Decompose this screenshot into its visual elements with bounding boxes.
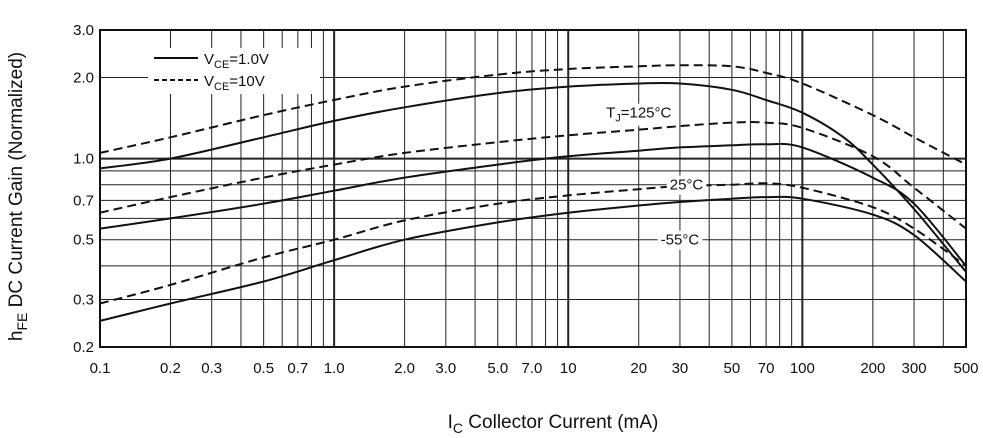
y-tick-label: 2.0: [73, 69, 94, 86]
x-tick-labels: 0.1 0.2 0.3 0.5 0.7 1.0 2.0 3.0 5.0 7.0 10 20 30 50 70…: [90, 360, 979, 377]
x-tick-label: 2.0: [394, 360, 415, 377]
series-line-minus55C-dashed: [99, 182, 967, 305]
x-tick-label: 0.2: [160, 360, 181, 377]
x-tick-label: 5.0: [487, 360, 508, 377]
series-line-25C-dashed: [99, 121, 967, 230]
y-axis-title: hFE DC Current Gain (Normalized): [6, 52, 30, 341]
x-tick-label: 10: [560, 360, 577, 377]
curve-label: TJ=125°C: [603, 103, 675, 126]
curve-labels: TJ=125°C 25°C -55°C: [603, 103, 707, 250]
legend-label: VCE=1.0V: [204, 51, 269, 71]
axis-titles: IC Collector Current (mA) hFE DC Current …: [6, 52, 658, 436]
series-line-125C-dashed: [99, 64, 967, 166]
curve-label-text: TJ=125°C: [606, 105, 671, 125]
y-tick-label: 0.2: [73, 339, 94, 356]
x-tick-label: 100: [790, 360, 815, 377]
plot-frame: [99, 29, 967, 348]
x-tick-label: 200: [860, 360, 885, 377]
x-tick-label: 1.0: [324, 360, 345, 377]
x-tick-label: 50: [724, 360, 741, 377]
x-tick-label: 0.3: [201, 360, 222, 377]
series-line-minus55C-solid: [99, 195, 967, 322]
y-tick-label: 0.5: [73, 232, 94, 249]
y-tick-label: 1.0: [73, 151, 94, 168]
x-axis-title: IC Collector Current (mA): [448, 412, 659, 436]
series-line-125C-solid: [99, 81, 967, 273]
curve-label-text: 25°C: [670, 177, 704, 194]
curve-label-bg: [657, 230, 703, 250]
x-tick-label: 7.0: [522, 360, 543, 377]
curve-label-text: -55°C: [661, 232, 700, 249]
curves: [99, 64, 967, 322]
x-tick-label: 0.1: [90, 360, 111, 377]
y-tick-label: 3.0: [73, 22, 94, 39]
y-tick-label: 0.7: [73, 192, 94, 209]
curve-label: -55°C: [657, 230, 703, 250]
y-tick-labels: 0.2 0.3 0.5 0.7 1.0 2.0 3.0: [73, 22, 94, 356]
x-tick-label: 3.0: [435, 360, 456, 377]
legend-label: VCE=10V: [204, 73, 265, 93]
x-tick-label: 70: [758, 360, 775, 377]
x-tick-label: 0.5: [253, 360, 274, 377]
x-tick-label: 500: [953, 360, 978, 377]
curve-label-bg: [603, 103, 675, 126]
x-tick-label: 0.7: [287, 360, 308, 377]
legend-box: [148, 48, 320, 94]
series-line-25C-solid: [99, 142, 967, 267]
x-tick-label: 300: [902, 360, 927, 377]
curve-label: 25°C: [666, 175, 707, 195]
x-tick-label: 20: [630, 360, 647, 377]
x-tick-label: 30: [672, 360, 689, 377]
y-tick-label: 0.3: [73, 292, 94, 309]
curve-label-bg: [666, 175, 707, 195]
